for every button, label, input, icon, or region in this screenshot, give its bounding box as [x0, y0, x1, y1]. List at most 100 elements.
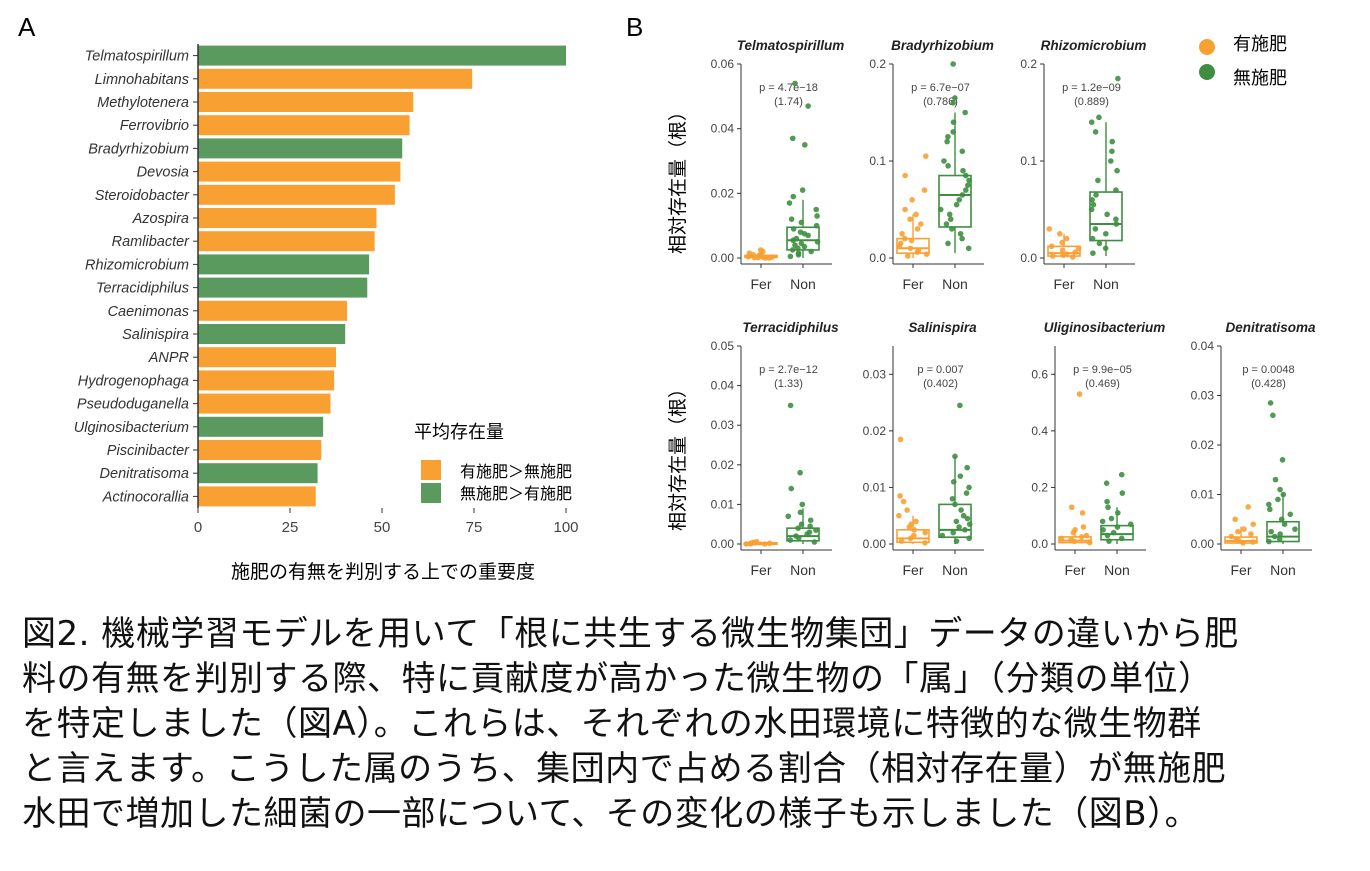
p-value-denitratisoma: p = 0.0048	[1242, 364, 1294, 376]
point-fer-bradyrhizobium	[914, 226, 921, 232]
point-non-salinispira	[952, 453, 958, 460]
point-fer-bradyrhizobium	[896, 243, 903, 250]
point-non-denitratisoma	[1275, 496, 1281, 503]
p-value-bradyrhizobium: p = 6.7e−07	[911, 82, 970, 94]
subplot-title-uliginosibacterium: Uliginosibacterium	[1044, 320, 1166, 335]
point-non-telmatospirillum	[813, 206, 819, 213]
x-tick-label-non-bradyrhizobium: Non	[942, 276, 968, 292]
point-non-terracidiphilus	[785, 513, 792, 520]
x-tick-label-non-denitratisoma: Non	[1270, 562, 1296, 578]
point-non-denitratisoma	[1276, 536, 1283, 542]
point-non-terracidiphilus	[795, 535, 802, 541]
point-fer-rhizomicrobium	[1063, 235, 1070, 242]
point-fer-terracidiphilus	[748, 540, 754, 547]
box-non-bradyrhizobium	[938, 174, 972, 228]
point-non-uliginosibacterium	[1118, 471, 1125, 478]
point-non-salinispira	[952, 501, 958, 508]
point-fer-salinispira	[911, 527, 917, 533]
point-fer-telmatospirillum	[762, 255, 769, 261]
point-non-salinispira	[966, 535, 972, 542]
point-non-uliginosibacterium	[1110, 529, 1117, 536]
point-non-denitratisoma	[1277, 486, 1283, 493]
panel-a-legend-title: 平均存在量	[414, 422, 504, 443]
y-tick-label-denitratisoma: 0.01	[1191, 488, 1215, 502]
point-non-telmatospirillum	[786, 200, 793, 206]
panel-b-ylabel-top: 相対存在量（根）	[667, 102, 689, 254]
point-fer-rhizomicrobium	[1049, 253, 1056, 259]
subplot-title-denitratisoma: Denitratisoma	[1225, 320, 1316, 335]
x-tick-label-fer-salinispira: Fer	[903, 562, 924, 578]
panel-b-box-plots: Telmatospirillum 0.00 0.02 0.04 0.06 p = 4.7e…	[711, 38, 1316, 578]
y-tick-label-salinispira: 0.00	[863, 537, 887, 551]
point-non-rhizomicrobium	[1096, 240, 1103, 247]
subplot-title-rhizomicrobium: Rhizomicrobium	[1041, 38, 1147, 53]
point-non-terracidiphilus	[795, 525, 801, 531]
point-fer-terracidiphilus	[761, 541, 768, 547]
point-non-rhizomicrobium	[1096, 114, 1102, 121]
point-non-uliginosibacterium	[1108, 515, 1115, 522]
bar-label-hydrogenophaga: Hydrogenophaga	[78, 373, 189, 389]
bar-label-salinispira: Salinispira	[122, 327, 189, 343]
box-non-denitratisoma	[1266, 520, 1300, 543]
box-non-telmatospirillum	[786, 226, 820, 251]
figure-2: A Telmatospirillum Limnohabitans Methylote…	[18, 12, 1316, 583]
bar-steroidobacter	[198, 184, 395, 205]
panel-b-label: B	[626, 12, 643, 42]
point-fer-uliginosibacterium	[1080, 524, 1087, 530]
bar-label-devosia: Devosia	[137, 165, 189, 181]
y-tick-label-terracidiphilus: 0.01	[711, 497, 735, 511]
bar-piscinibacter	[198, 440, 322, 460]
panel-a-legend-label-non: 無施肥＞有施肥	[460, 484, 572, 503]
point-non-telmatospirillum	[795, 245, 801, 252]
point-non-rhizomicrobium	[1093, 192, 1099, 198]
point-fer-bradyrhizobium	[909, 197, 915, 203]
bar-label-terracidiphilus: Terracidiphilus	[96, 281, 189, 297]
point-non-denitratisoma	[1272, 476, 1279, 483]
point-fer-bradyrhizobium	[907, 245, 914, 252]
point-fer-bradyrhizobium	[921, 187, 928, 193]
point-non-denitratisoma	[1270, 412, 1276, 419]
point-non-rhizomicrobium	[1113, 216, 1119, 222]
point-non-telmatospirillum	[805, 232, 811, 239]
point-non-bradyrhizobium	[957, 230, 964, 237]
y-tick-label-uliginosibacterium: 0.2	[1031, 480, 1048, 494]
point-non-bradyrhizobium	[952, 95, 958, 101]
x-tick-label-non-rhizomicrobium: Non	[1093, 276, 1119, 292]
point-fer-denitratisoma	[1235, 528, 1241, 535]
point-fer-denitratisoma	[1235, 537, 1242, 544]
bar-salinispira	[198, 324, 346, 344]
x-tick-label-non-terracidiphilus: Non	[790, 562, 816, 578]
bar-label-azospira: Azospira	[132, 211, 189, 227]
point-non-terracidiphilus	[807, 517, 814, 524]
point-fer-uliginosibacterium	[1068, 504, 1075, 511]
point-non-bradyrhizobium	[950, 129, 956, 135]
point-non-salinispira	[953, 518, 960, 525]
y-tick-label-bradyrhizobium: 0.2	[869, 57, 886, 71]
bar-label-rhizomicrobium: Rhizomicrobium	[85, 257, 189, 273]
p-value-telmatospirillum: p = 4.7e−18	[759, 82, 818, 94]
effect-size-telmatospirillum: (1.74)	[774, 96, 803, 108]
point-non-salinispira	[956, 524, 962, 530]
panel-b-ylabel-bottom: 相対存在量（根）	[667, 379, 689, 531]
point-fer-uliginosibacterium	[1071, 538, 1077, 544]
bar-label-piscinibacter: Piscinibacter	[107, 443, 190, 459]
y-tick-label-terracidiphilus: 0.00	[711, 537, 735, 551]
effect-size-salinispira: (0.402)	[923, 378, 958, 390]
bar-label-methylotenera: Methylotenera	[97, 95, 189, 111]
point-non-rhizomicrobium	[1095, 177, 1101, 184]
point-non-uliginosibacterium	[1106, 538, 1112, 544]
point-fer-rhizomicrobium	[1075, 245, 1082, 252]
panel-a-label: A	[18, 12, 36, 42]
panel-a-legend-swatch-non	[421, 483, 441, 503]
point-non-telmatospirillum	[805, 103, 811, 109]
point-fer-telmatospirillum	[751, 254, 758, 261]
y-tick-label-terracidiphilus: 0.05	[711, 339, 735, 353]
point-non-denitratisoma	[1267, 506, 1273, 513]
y-tick-label-salinispira: 0.02	[863, 424, 887, 438]
bar-ramlibacter	[198, 231, 375, 252]
point-non-salinispira	[950, 478, 957, 485]
point-non-terracidiphilus	[788, 485, 795, 492]
point-non-salinispira	[960, 512, 967, 519]
panel-a-legend-swatch-fer	[421, 460, 441, 480]
y-tick-label-denitratisoma: 0.02	[1191, 438, 1215, 452]
